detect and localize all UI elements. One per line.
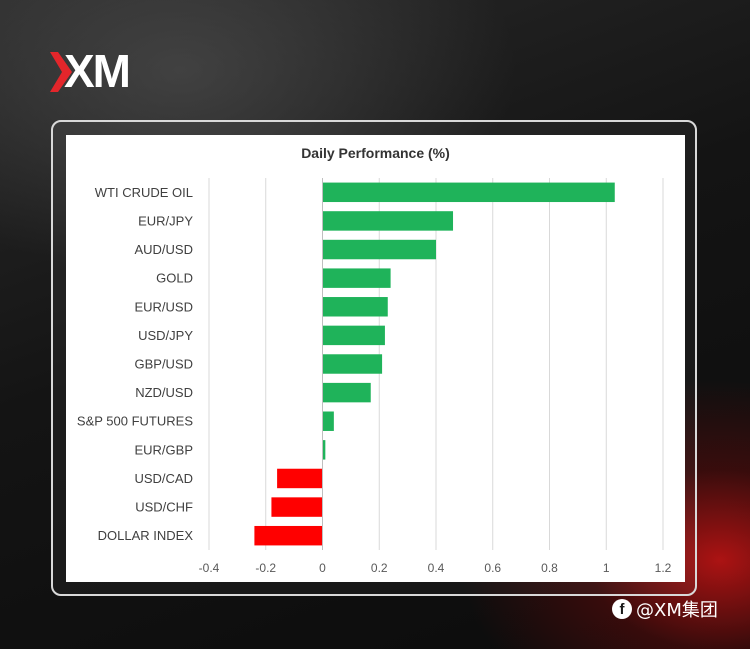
bar <box>322 382 371 403</box>
bar <box>322 411 334 431</box>
category-label: GBP/USD <box>134 357 193 372</box>
category-label: GOLD <box>156 271 193 286</box>
x-tick-label: 0.6 <box>484 561 501 575</box>
bar <box>322 182 615 203</box>
bar-chart: WTI CRUDE OIL EUR/JPY AUD/USD GOLD EUR/USD US… <box>77 178 672 575</box>
bar <box>322 211 454 231</box>
category-label: USD/CHF <box>135 500 193 515</box>
x-tick-label: 1 <box>603 561 610 575</box>
xm-logo: XM <box>50 45 160 97</box>
category-label: AUD/USD <box>134 242 193 257</box>
watermark-text: @XM集团 <box>636 600 718 621</box>
bar <box>322 325 385 346</box>
x-tick-label: -0.4 <box>199 561 220 575</box>
bar <box>271 497 323 517</box>
x-tick-label: 0.4 <box>428 561 445 575</box>
x-tick-label: 0.8 <box>541 561 558 575</box>
category-label: EUR/USD <box>134 299 193 314</box>
facebook-icon: f <box>612 599 632 619</box>
x-tick-label: 0.2 <box>371 561 388 575</box>
bar <box>254 525 323 546</box>
bar <box>322 297 388 317</box>
category-label: S&P 500 FUTURES <box>77 414 193 429</box>
category-label: EUR/JPY <box>138 213 193 228</box>
category-label: USD/JPY <box>138 328 193 343</box>
chart-title: Daily Performance (%) <box>301 145 450 161</box>
watermark: f @XM集团 <box>612 596 718 622</box>
category-label: DOLLAR INDEX <box>98 528 194 543</box>
bar <box>277 468 323 489</box>
category-label: WTI CRUDE OIL <box>95 185 193 200</box>
bar <box>322 239 436 260</box>
chart-panel: Daily Performance (%) WTI CRUDE OIL EUR/J… <box>66 135 685 582</box>
x-tick-label: 1.2 <box>655 561 672 575</box>
category-label: USD/CAD <box>134 471 193 486</box>
x-tick-label: -0.2 <box>255 561 276 575</box>
category-label: NZD/USD <box>135 385 193 400</box>
logo-chevron-icon <box>50 52 72 92</box>
bar <box>322 440 326 460</box>
bar <box>322 354 383 374</box>
bar <box>322 268 391 288</box>
logo-text: XM <box>64 45 131 97</box>
category-label: EUR/GBP <box>134 442 193 457</box>
x-tick-label: 0 <box>319 561 326 575</box>
